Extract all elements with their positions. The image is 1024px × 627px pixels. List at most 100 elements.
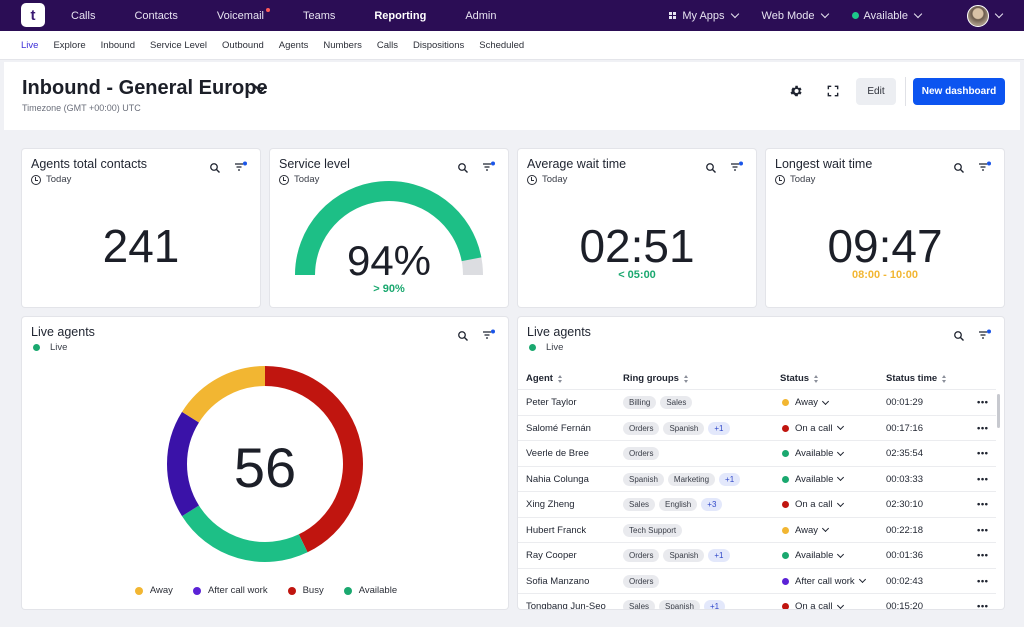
- app-logo[interactable]: t: [21, 3, 45, 27]
- fullscreen-icon[interactable]: [826, 84, 840, 98]
- donut-slice-available[interactable]: [182, 505, 308, 562]
- more-groups-chip[interactable]: +1: [719, 472, 741, 486]
- nav-admin[interactable]: Admin: [465, 9, 497, 22]
- table-row[interactable]: Veerle de Bree Orders Available 02:35:54 •••: [518, 440, 996, 465]
- web-mode-menu[interactable]: Web Mode: [761, 9, 829, 22]
- availability-menu[interactable]: Available: [851, 10, 923, 22]
- nav-voicemail[interactable]: Voicemail: [217, 7, 270, 22]
- table-row[interactable]: Xing Zheng Sales English +3 On a call 02:30:1…: [518, 491, 996, 516]
- status-dropdown[interactable]: Available: [782, 543, 845, 568]
- column-header-status[interactable]: Status: [780, 373, 819, 384]
- legend-item-busy[interactable]: Busy: [287, 585, 324, 596]
- subnav-calls[interactable]: Calls: [376, 39, 399, 51]
- donut-slice-after-call-work[interactable]: [167, 411, 200, 517]
- filter-icon[interactable]: [730, 161, 744, 173]
- more-groups-chip[interactable]: +1: [703, 600, 726, 609]
- nav-calls[interactable]: Calls: [71, 9, 96, 22]
- legend-item-away[interactable]: Away: [134, 585, 173, 596]
- donut-slice-away[interactable]: [182, 366, 266, 423]
- table-row[interactable]: Tongbang Jun-Seo Sales Spanish +1 On a call 0…: [518, 593, 996, 609]
- more-groups-chip[interactable]: +3: [701, 498, 723, 511]
- row-actions-icon[interactable]: •••: [977, 499, 989, 510]
- table-row[interactable]: Sofia Manzano Orders After call work 00:02:…: [518, 567, 996, 594]
- status-dropdown[interactable]: Available: [782, 441, 845, 466]
- subnav-numbers[interactable]: Numbers: [323, 39, 362, 51]
- search-icon[interactable]: [953, 330, 965, 342]
- table-row[interactable]: Salomé Fernán Orders Spanish +1 On a call 00:…: [518, 414, 996, 441]
- search-icon[interactable]: [457, 330, 469, 342]
- my-apps-menu[interactable]: My Apps: [668, 10, 739, 22]
- card-period: Today: [527, 174, 567, 185]
- row-actions-icon[interactable]: •••: [977, 422, 989, 434]
- agent-name: Salomé Fernán: [526, 422, 591, 434]
- row-actions-icon[interactable]: •••: [977, 473, 989, 485]
- search-icon[interactable]: [209, 162, 221, 174]
- more-groups-chip[interactable]: +1: [708, 549, 730, 562]
- status-dropdown[interactable]: On a call: [782, 492, 844, 517]
- row-actions-icon[interactable]: •••: [977, 601, 989, 609]
- status-dropdown[interactable]: Away: [782, 518, 830, 543]
- ring-group-chip: Spanish: [663, 421, 705, 435]
- subnav-scheduled[interactable]: Scheduled: [479, 39, 525, 51]
- card-period: Today: [31, 174, 71, 185]
- chevron-down-icon: [820, 9, 829, 19]
- table-row[interactable]: Hubert Franck Tech Support Away 00:22:18 •••: [518, 516, 996, 543]
- search-icon[interactable]: [705, 162, 717, 174]
- filter-icon[interactable]: [234, 161, 248, 173]
- donut-slice-busy[interactable]: [264, 366, 363, 553]
- status-dropdown[interactable]: On a call: [782, 416, 844, 441]
- column-header-status-time[interactable]: Status time: [886, 373, 947, 384]
- legend-item-after-call-work[interactable]: After call work: [192, 585, 268, 596]
- filter-icon[interactable]: [482, 161, 496, 173]
- row-actions-icon[interactable]: •••: [977, 397, 989, 408]
- reporting-subnav: Live Explore Inbound Service Level Outbo…: [0, 31, 1024, 60]
- card-title: Live agents: [31, 325, 95, 339]
- search-icon[interactable]: [457, 162, 469, 174]
- status-dropdown[interactable]: Available: [782, 467, 845, 492]
- filter-icon[interactable]: [978, 329, 992, 341]
- subnav-inbound[interactable]: Inbound: [100, 39, 135, 51]
- timezone-label: Timezone (GMT +00:00) UTC: [22, 103, 141, 113]
- new-dashboard-button[interactable]: New dashboard: [913, 78, 1005, 105]
- column-header-agent[interactable]: Agent: [526, 373, 563, 384]
- row-actions-icon[interactable]: •••: [977, 524, 989, 536]
- nav-reporting[interactable]: Reporting: [374, 9, 427, 22]
- row-actions-icon[interactable]: •••: [977, 448, 989, 459]
- subnav-explore[interactable]: Explore: [53, 39, 86, 51]
- web-mode-label: Web Mode: [761, 9, 815, 22]
- chevron-down-icon: [822, 397, 830, 405]
- table-row[interactable]: Ray Cooper Orders Spanish +1 Available 00:01:…: [518, 542, 996, 567]
- table-row[interactable]: Peter Taylor Billing Sales Away 00:01:29 •••: [518, 389, 996, 414]
- legend-item-available[interactable]: Available: [343, 585, 397, 596]
- nav-contacts[interactable]: Contacts: [134, 9, 178, 22]
- subnav-agents[interactable]: Agents: [278, 39, 309, 51]
- search-icon[interactable]: [953, 162, 965, 174]
- edit-button[interactable]: Edit: [856, 78, 896, 105]
- status-dropdown[interactable]: After call work: [782, 569, 866, 594]
- subnav-dispositions[interactable]: Dispositions: [413, 39, 465, 51]
- column-header-ring-groups[interactable]: Ring groups: [623, 373, 689, 384]
- more-groups-chip[interactable]: +1: [708, 421, 730, 435]
- gear-icon[interactable]: [789, 84, 803, 98]
- status-dot-icon: [782, 526, 789, 534]
- row-actions-icon[interactable]: •••: [977, 550, 989, 561]
- status-dropdown[interactable]: On a call: [782, 594, 844, 609]
- row-actions-icon[interactable]: •••: [977, 575, 989, 587]
- status-dropdown[interactable]: Away: [782, 390, 830, 415]
- legend-swatch: [134, 586, 143, 595]
- subnav-live[interactable]: Live: [21, 39, 39, 51]
- filter-icon[interactable]: [482, 329, 496, 341]
- subnav-service-level[interactable]: Service Level: [150, 39, 208, 51]
- ring-group-chip: Billing: [623, 396, 657, 409]
- ring-group-chip: Tech Support: [623, 523, 683, 537]
- page-title: Inbound - General Europe: [22, 77, 268, 99]
- status-dot-icon: [851, 12, 859, 19]
- divider: [905, 77, 906, 106]
- nav-teams[interactable]: Teams: [302, 9, 336, 22]
- table-scrollbar[interactable]: [997, 394, 1000, 428]
- filter-icon[interactable]: [978, 161, 992, 173]
- subnav-outbound[interactable]: Outbound: [222, 39, 264, 51]
- table-row[interactable]: Nahia Colunga Spanish Marketing +1 Available…: [518, 465, 996, 492]
- ring-group-chip: Orders: [623, 447, 660, 460]
- user-menu[interactable]: [945, 4, 1004, 27]
